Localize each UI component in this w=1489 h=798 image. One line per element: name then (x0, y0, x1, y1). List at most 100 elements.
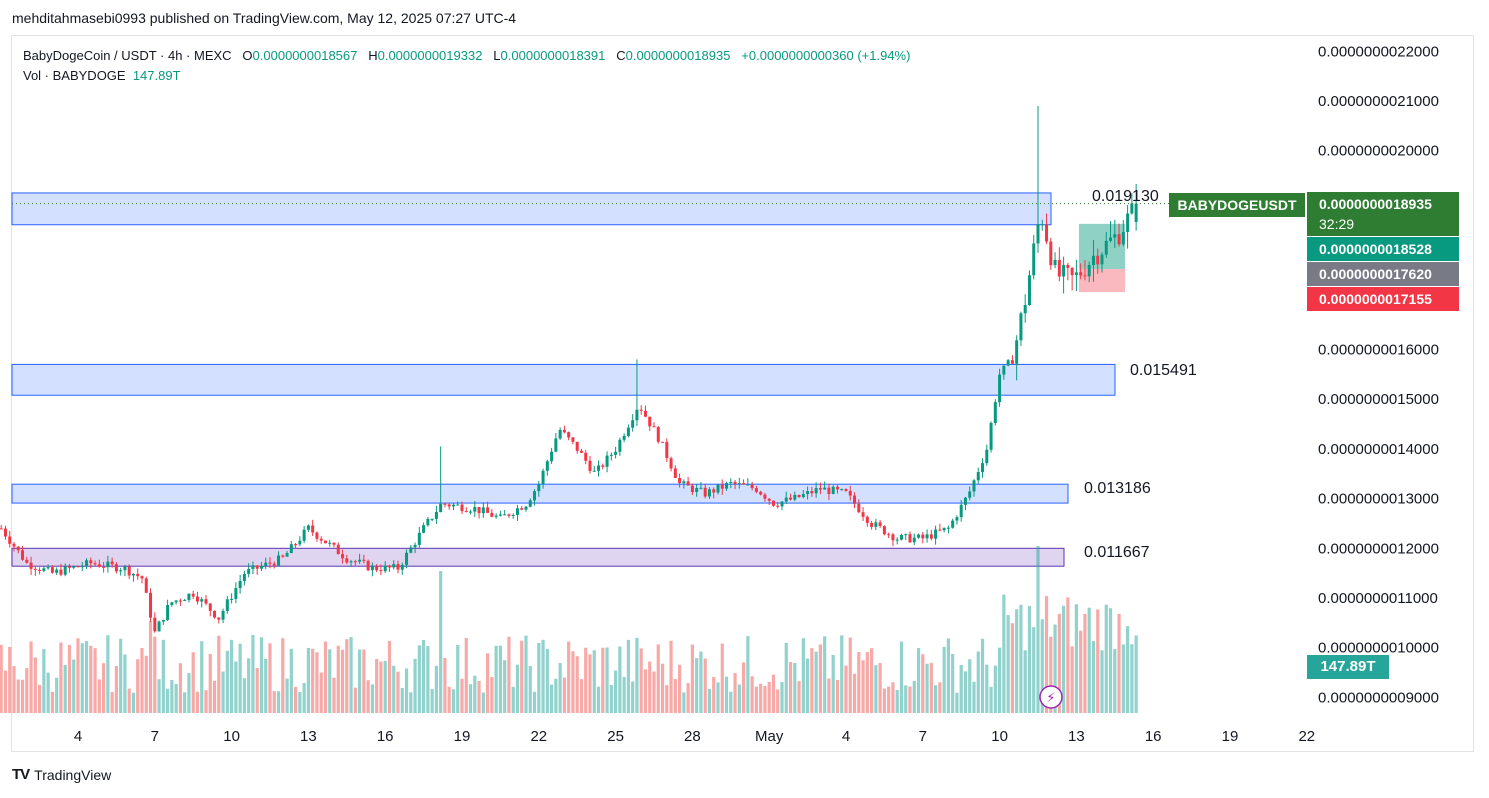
volume-bar (959, 664, 963, 713)
volume-bar (97, 679, 101, 713)
candle-body (294, 544, 298, 546)
candle-body (1130, 203, 1134, 214)
volume-bar (362, 649, 366, 713)
candle-body (797, 494, 801, 498)
zone-label-4: 0.011667 (1084, 544, 1150, 561)
volume-bar (916, 648, 921, 713)
candle-body (1100, 254, 1104, 265)
volume-bar (870, 648, 874, 713)
volume-bar (268, 643, 272, 713)
volume-bar (754, 686, 758, 713)
candle-body (1015, 340, 1019, 364)
volume-bar (1126, 626, 1130, 713)
candle-body (626, 427, 630, 436)
volume-bar (379, 661, 383, 713)
volume-bar (695, 658, 699, 713)
volume-bar (447, 686, 451, 713)
volume-bar (562, 677, 566, 713)
candle-body (234, 588, 238, 599)
candle-body (533, 491, 537, 501)
volume-bar (609, 685, 613, 713)
candle-body (170, 602, 174, 605)
volume-bar (1134, 635, 1138, 713)
candle-body (204, 599, 208, 604)
volume-bar (80, 643, 84, 713)
volume-bar (1057, 613, 1061, 713)
candle-body (1074, 272, 1078, 276)
volume-bar (993, 665, 997, 713)
volume-bar (929, 662, 933, 713)
legend-symbol[interactable]: BabyDogeCoin / USDT · 4h · MEXC (23, 48, 232, 63)
volume-bar (473, 675, 477, 713)
candle-body (588, 460, 592, 471)
volume-bar (656, 644, 660, 713)
candle-body (281, 555, 285, 557)
volume-bar (430, 688, 434, 713)
candle-body (119, 570, 123, 572)
volume-bar (302, 682, 306, 713)
candle-body (1113, 234, 1117, 238)
volume-bar (878, 663, 882, 713)
volume-bar (874, 665, 878, 713)
candle-body (166, 604, 170, 620)
volume-bar (541, 639, 545, 713)
volume-bar (1027, 606, 1032, 713)
volume-bar (144, 655, 148, 713)
volume-bar (225, 650, 229, 713)
candle-body (597, 465, 601, 471)
volume-bar (72, 659, 76, 713)
volume-bar (524, 635, 528, 713)
candle-body (187, 593, 191, 600)
target-price-tag: 0.0000000018528 (1307, 237, 1459, 261)
candle-body (161, 619, 165, 622)
candle-body (806, 491, 810, 495)
last-price-tag: 0.0000000018935 32:29 (1307, 192, 1459, 236)
volume-bar (801, 638, 805, 713)
candle-body (264, 562, 268, 567)
volume-bar (212, 680, 217, 713)
volume-bar (29, 641, 33, 713)
volume-bar (601, 647, 605, 713)
candle-body (545, 461, 549, 471)
candle-body (349, 561, 353, 563)
candle-body (469, 511, 473, 513)
volume-bar (55, 677, 59, 713)
candle-body (908, 534, 912, 543)
candle-body (682, 481, 686, 484)
candle-body (12, 543, 16, 547)
candle-body (1062, 264, 1066, 277)
candle-body (558, 429, 562, 439)
volume-bar (1104, 604, 1108, 713)
volume-bar (848, 637, 852, 713)
legend-volume-label[interactable]: Vol · BABYDOGE (23, 68, 126, 83)
candle-body (1027, 275, 1031, 306)
candle-body (392, 564, 396, 568)
volume-bar (759, 683, 763, 713)
candle-body (818, 488, 822, 490)
volume-bar (276, 691, 281, 713)
candle-body (912, 537, 916, 543)
volume-bar (460, 678, 464, 713)
x-tick-label: 10 (991, 728, 1008, 745)
candle-body (0, 528, 3, 530)
candle-body (366, 560, 370, 571)
y-tick-label: 0.0000000011000 (1318, 590, 1438, 607)
candle-body (639, 409, 643, 411)
tradingview-logo[interactable]: TV TradingView (12, 766, 111, 783)
volume-bar (682, 692, 686, 713)
volume-bar (451, 689, 456, 713)
legend-high-value: 0.0000000019332 (377, 48, 483, 63)
volume-bar (328, 649, 332, 713)
stop-price-tag: 0.0000000017155 (1307, 287, 1459, 311)
volume-bar (579, 679, 584, 713)
volume-bar (1023, 650, 1027, 713)
candle-body (537, 484, 541, 492)
candle-body (1010, 360, 1014, 364)
volume-bar (1032, 627, 1036, 713)
volume-bar (643, 669, 648, 713)
legend-ohlc-row: BabyDogeCoin / USDT · 4h · MEXC O0.00000… (23, 46, 910, 66)
candle-body (840, 489, 844, 491)
volume-bar (396, 671, 400, 713)
volume-bar (968, 659, 972, 713)
